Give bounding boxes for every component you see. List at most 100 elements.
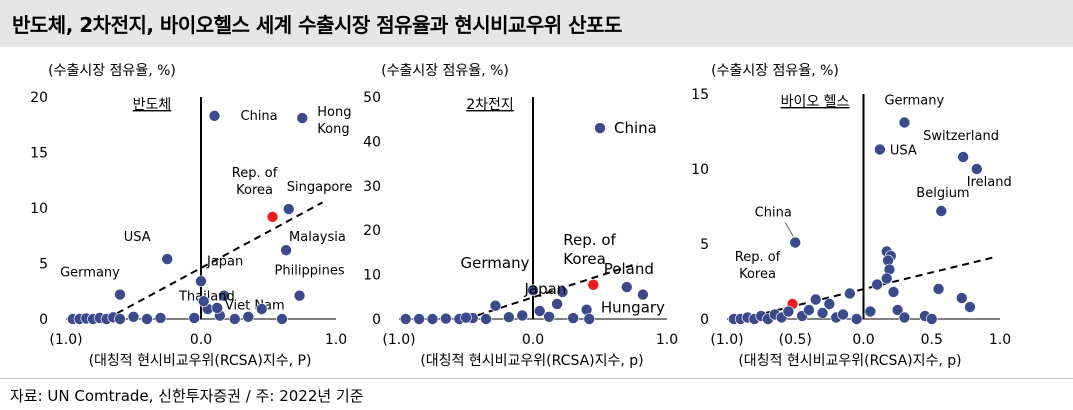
title-bar — [0, 0, 1073, 47]
point-label: USA — [124, 230, 151, 245]
y-tick-label: 0 — [39, 312, 48, 328]
y-tick-label: 40 — [363, 134, 381, 150]
point-label: USA — [890, 144, 917, 159]
point-label: China — [241, 109, 278, 124]
point-label: Philippines — [275, 264, 345, 279]
data-point — [242, 310, 255, 323]
data-point — [114, 313, 126, 325]
data-point — [844, 287, 856, 300]
chart-biohealth: (수출시장 점유율, %) (대칭적 현시비교우위(RCSA)지수, p) 0 5 10… — [691, 63, 1012, 369]
y-tick-label: 0 — [372, 312, 381, 328]
y-tick-label: 20 — [363, 223, 381, 239]
x-tick-label: 0.0 — [190, 332, 212, 348]
point-label: Rep. of Korea — [563, 231, 616, 268]
data-point — [850, 313, 863, 325]
data-point — [809, 293, 822, 306]
point-label: China — [755, 206, 792, 221]
y-tick-label: 10 — [691, 162, 709, 178]
data-point — [460, 311, 472, 324]
point-label: Ireland — [967, 175, 1012, 190]
data-point — [955, 292, 968, 304]
data-point — [932, 283, 945, 295]
data-point — [871, 278, 883, 291]
x-tick-label: (1.0) — [710, 332, 743, 348]
data-point-poland — [620, 281, 633, 293]
y-tick-label: 30 — [363, 179, 381, 195]
data-point — [426, 313, 439, 325]
point-label: Germany — [884, 94, 944, 109]
point-label: Poland — [604, 260, 654, 278]
y-tick-label: 5 — [39, 257, 48, 273]
x-tick-label: 0.5 — [921, 332, 943, 348]
point-label: Malaysia — [289, 230, 346, 245]
data-point — [188, 312, 201, 324]
point-label: China — [614, 119, 657, 137]
x-tick-label: (1.0) — [49, 332, 82, 348]
panel-title: 반도체 — [133, 97, 172, 113]
data-point — [803, 304, 815, 316]
data-point-ireland — [970, 163, 983, 175]
data-point — [583, 313, 596, 325]
data-point — [551, 298, 563, 310]
data-point — [925, 313, 938, 325]
chart-semiconductor: (수출시장 점유율, %) (대칭적 현시비교우위(RCSA)지수, P) 0 5 10… — [30, 63, 352, 369]
data-point-hong-kong — [296, 112, 309, 124]
data-point — [154, 312, 167, 324]
data-point-germany — [527, 284, 539, 296]
data-point-usa — [874, 143, 886, 156]
data-point — [141, 313, 153, 325]
data-point — [480, 313, 492, 325]
y-axis-title: (수출시장 점유율, %) — [711, 63, 839, 79]
point-label: Germany — [60, 266, 120, 281]
data-point-singapore — [282, 203, 295, 215]
data-point — [543, 310, 555, 323]
data-point — [503, 311, 515, 324]
data-point — [891, 304, 904, 316]
data-point-china — [789, 236, 802, 249]
data-point — [489, 299, 502, 312]
y-tick-label: 0 — [700, 312, 709, 328]
y-tick-label: 15 — [30, 146, 48, 162]
x-tick-label: 1.0 — [656, 332, 678, 348]
x-tick-label: (0.5) — [779, 332, 812, 348]
y-tick-label: 10 — [363, 268, 381, 284]
source-divider — [0, 378, 1073, 379]
panel-title: 2차전지 — [466, 97, 514, 113]
data-point-belgium — [935, 205, 948, 217]
y-axis-title: (수출시장 점유율, %) — [48, 63, 176, 79]
data-point-thailand — [218, 289, 230, 302]
data-point — [516, 309, 529, 322]
point-label: Rep. of Korea — [232, 166, 278, 198]
trend-line — [106, 201, 323, 320]
x-axis-title: (대칭적 현시비교우위(RCSA)지수, p) — [738, 353, 961, 369]
point-label: Germany — [461, 254, 530, 272]
data-point — [413, 313, 425, 325]
point-label: Viet Nam — [225, 299, 285, 314]
data-point — [228, 313, 241, 325]
data-point — [440, 312, 452, 325]
point-label: Switzerland — [923, 129, 999, 144]
data-point — [864, 305, 877, 318]
point-label: Japan — [206, 254, 243, 269]
data-point-malaysia — [280, 244, 292, 256]
data-point-germany — [114, 288, 126, 301]
data-point — [276, 313, 288, 325]
chart-battery: (수출시장 점유율, %) (대칭적 현시비교우위(RCSA)지수, p) 0 10 2… — [363, 63, 678, 369]
source-note: 자료: UN Comtrade, 신한투자증권 / 주: 2022년 기준 — [10, 387, 364, 405]
data-point-china — [208, 110, 221, 122]
data-point — [887, 286, 900, 298]
data-point — [211, 302, 223, 314]
data-point — [880, 272, 893, 285]
point-label: Hong Kong — [317, 105, 351, 137]
x-tick-label: 0.0 — [852, 332, 874, 348]
data-point-germany — [898, 116, 911, 129]
data-point — [127, 310, 140, 323]
point-label: Rep. of Korea — [735, 250, 781, 282]
x-tick-label: 1.0 — [989, 332, 1011, 348]
y-tick-label: 50 — [363, 90, 381, 106]
x-tick-label: (1.0) — [382, 332, 415, 348]
point-label: Belgium — [916, 186, 969, 201]
data-point-japan — [195, 275, 207, 288]
data-point-rep-of-korea — [587, 279, 600, 291]
data-point — [823, 298, 836, 310]
